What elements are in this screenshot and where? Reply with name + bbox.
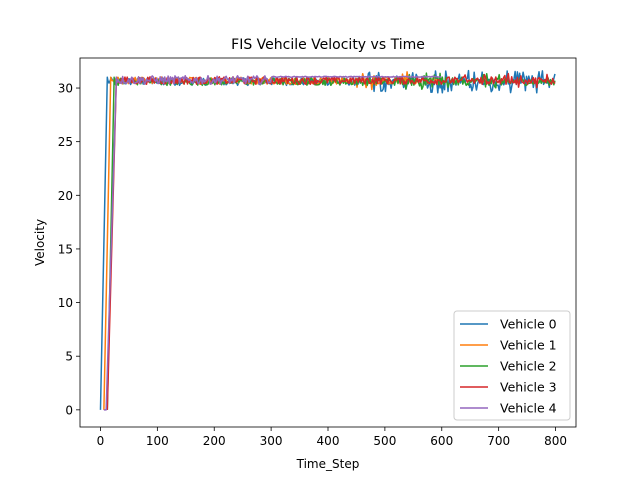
y-tick-label: 10 (58, 296, 73, 310)
legend-label: Vehicle 3 (500, 380, 557, 395)
y-tick-label: 15 (58, 242, 73, 256)
y-tick-label: 5 (65, 350, 73, 364)
y-tick-label: 30 (58, 82, 73, 96)
x-tick-label: 800 (544, 434, 567, 448)
plot-lines (99, 69, 556, 411)
x-tick-label: 0 (97, 434, 105, 448)
x-axis-label: Time_Step (296, 457, 360, 471)
x-tick-label: 400 (317, 434, 340, 448)
y-axis-label: Velocity (33, 219, 47, 266)
x-tick-label: 700 (487, 434, 510, 448)
x-tick-label: 200 (203, 434, 226, 448)
legend-label: Vehicle 1 (500, 338, 557, 353)
legend: Vehicle 0 Vehicle 1 Vehicle 2 Vehicle 3 Vehi… (453, 310, 571, 421)
x-tick-label: 500 (373, 434, 396, 448)
legend-label: Vehicle 4 (500, 401, 557, 416)
series-line-vehicle-4 (103, 74, 442, 411)
x-tick-label: 100 (146, 434, 169, 448)
y-tick-label: 20 (58, 189, 73, 203)
legend-label: Vehicle 2 (500, 359, 557, 374)
y-tick-label: 0 (65, 403, 73, 417)
y-axis-ticks: 0 5 10 15 20 25 30 (58, 82, 80, 417)
series-line-vehicle-3 (106, 72, 556, 410)
chart-title: FIS Vehcile Velocity vs Time (231, 37, 425, 53)
legend-label: Vehicle 0 (500, 317, 557, 332)
y-tick-label: 25 (58, 135, 73, 149)
legend-box (453, 310, 571, 421)
x-tick-label: 300 (260, 434, 283, 448)
x-tick-label: 600 (430, 434, 453, 448)
x-axis-ticks: 0 100 200 300 400 500 600 700 800 (97, 427, 567, 448)
